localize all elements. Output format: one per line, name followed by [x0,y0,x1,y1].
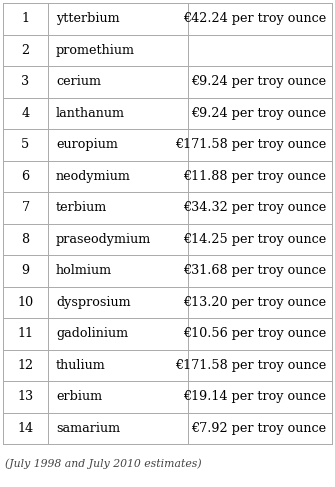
Text: dysprosium: dysprosium [56,296,131,309]
Text: 11: 11 [17,327,34,340]
Text: 6: 6 [21,170,29,183]
Text: 1: 1 [21,12,29,25]
Text: €31.68 per troy ounce: €31.68 per troy ounce [183,264,326,277]
Text: 13: 13 [17,390,34,403]
Text: €9.24 per troy ounce: €9.24 per troy ounce [191,75,326,88]
Text: holmium: holmium [56,264,112,277]
Text: cerium: cerium [56,75,101,88]
Text: europium: europium [56,138,118,151]
Text: €19.14 per troy ounce: €19.14 per troy ounce [183,390,326,403]
Text: neodymium: neodymium [56,170,131,183]
Text: terbium: terbium [56,201,107,214]
Text: €42.24 per troy ounce: €42.24 per troy ounce [183,12,326,25]
Text: 9: 9 [21,264,29,277]
Text: €34.32 per troy ounce: €34.32 per troy ounce [183,201,326,214]
Text: €171.58 per troy ounce: €171.58 per troy ounce [175,359,326,372]
Text: €9.24 per troy ounce: €9.24 per troy ounce [191,107,326,120]
Text: 7: 7 [21,201,29,214]
Text: thulium: thulium [56,359,106,372]
Text: 12: 12 [17,359,34,372]
Text: €171.58 per troy ounce: €171.58 per troy ounce [175,138,326,151]
Text: €11.88 per troy ounce: €11.88 per troy ounce [183,170,326,183]
Text: promethium: promethium [56,44,135,57]
Text: erbium: erbium [56,390,102,403]
Text: ytterbium: ytterbium [56,12,120,25]
Text: praseodymium: praseodymium [56,233,151,246]
Text: 8: 8 [21,233,29,246]
Text: gadolinium: gadolinium [56,327,128,340]
Text: 3: 3 [21,75,29,88]
Text: (July 1998 and July 2010 estimates): (July 1998 and July 2010 estimates) [5,458,202,468]
Text: 5: 5 [21,138,29,151]
Text: lanthanum: lanthanum [56,107,125,120]
Text: €7.92 per troy ounce: €7.92 per troy ounce [191,422,326,435]
Text: 2: 2 [21,44,29,57]
Text: samarium: samarium [56,422,120,435]
Text: €10.56 per troy ounce: €10.56 per troy ounce [183,327,326,340]
Text: €13.20 per troy ounce: €13.20 per troy ounce [183,296,326,309]
Text: 14: 14 [17,422,34,435]
Text: €14.25 per troy ounce: €14.25 per troy ounce [183,233,326,246]
Text: 4: 4 [21,107,29,120]
Text: 10: 10 [17,296,34,309]
